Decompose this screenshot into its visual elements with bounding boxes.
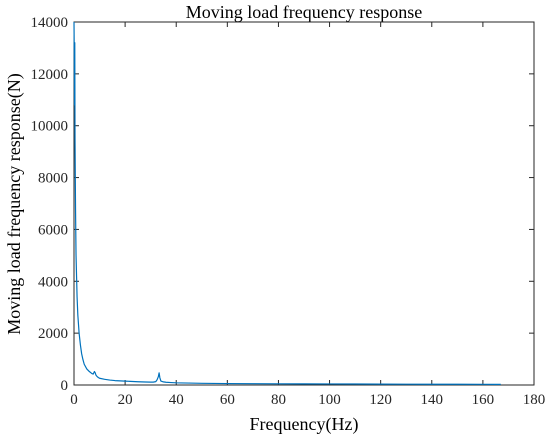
x-tick-label: 0 bbox=[70, 392, 78, 408]
y-axis-label: Moving load frequency response(N) bbox=[4, 73, 25, 334]
plot-area bbox=[73, 21, 535, 386]
x-tick-labels: 0 20 40 60 80 100 120 140 160 180 bbox=[70, 392, 545, 408]
data-series bbox=[73, 21, 501, 385]
y-tick-label: 4000 bbox=[38, 274, 68, 290]
y-tick-labels: 0 2000 4000 6000 8000 10000 12000 14000 bbox=[31, 15, 69, 394]
series-line bbox=[73, 21, 501, 385]
y-tick-label: 0 bbox=[61, 378, 69, 394]
chart-title: Moving load frequency response bbox=[186, 2, 422, 22]
y-tick-label: 12000 bbox=[31, 67, 69, 83]
x-tick-label: 80 bbox=[271, 392, 286, 408]
x-tick-label: 160 bbox=[472, 392, 495, 408]
x-tick-label: 180 bbox=[523, 392, 546, 408]
y-tick-label: 14000 bbox=[31, 15, 69, 31]
x-axis-label: Frequency(Hz) bbox=[250, 414, 359, 435]
x-tick-label: 40 bbox=[169, 392, 184, 408]
y-tick-label: 8000 bbox=[38, 171, 68, 187]
y-tick-label: 6000 bbox=[38, 222, 68, 238]
x-tick-label: 120 bbox=[369, 392, 392, 408]
x-tick-label: 100 bbox=[318, 392, 341, 408]
x-tick-label: 20 bbox=[118, 392, 133, 408]
plot-frame bbox=[73, 21, 535, 386]
y-tick-label: 10000 bbox=[31, 119, 69, 135]
x-tick-label: 140 bbox=[421, 392, 444, 408]
axis-ticks bbox=[73, 21, 535, 386]
x-tick-label: 60 bbox=[220, 392, 235, 408]
y-tick-label: 2000 bbox=[38, 326, 68, 342]
